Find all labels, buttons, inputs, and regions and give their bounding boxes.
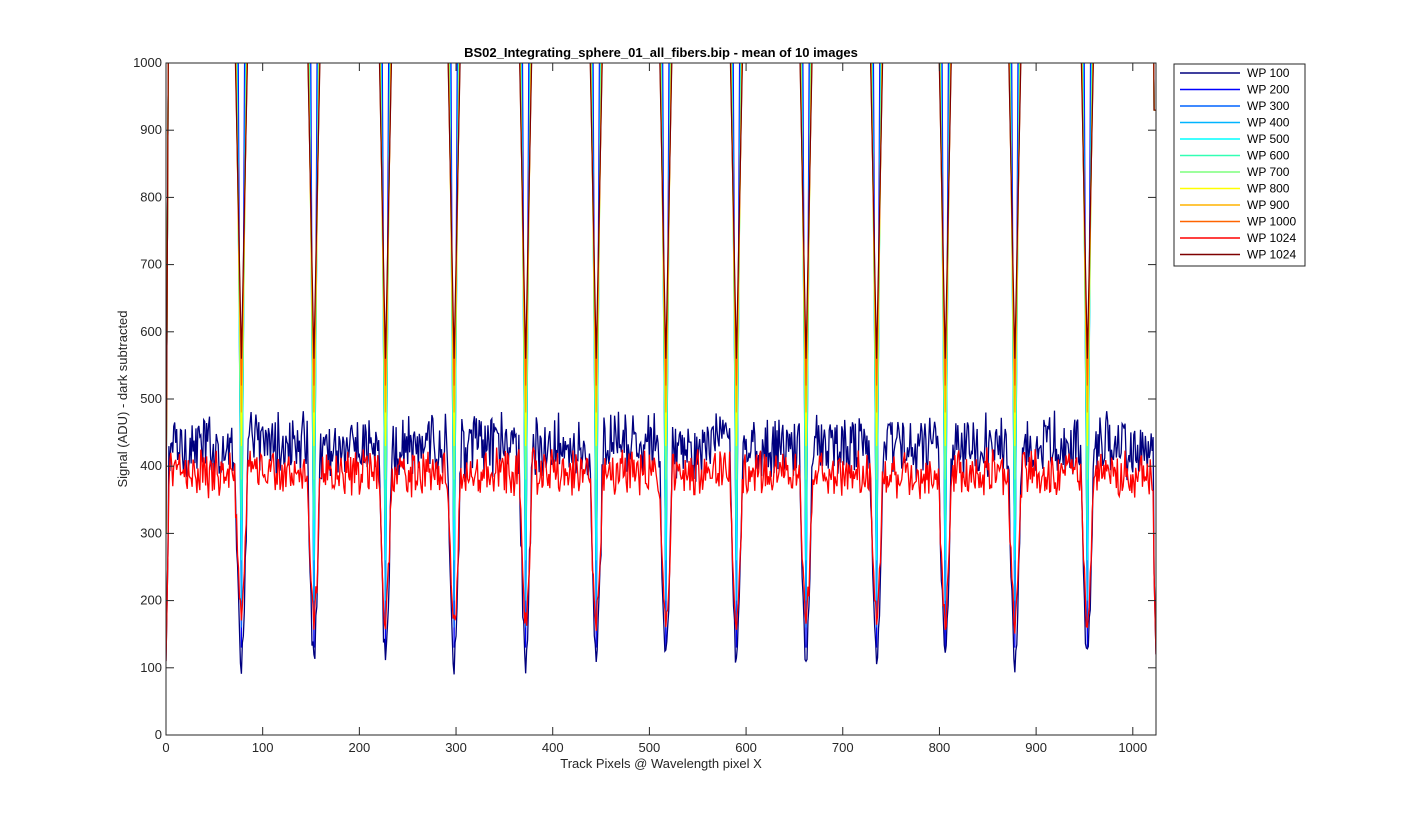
chart-title: BS02_Integrating_sphere_01_all_fibers.bi… xyxy=(464,45,858,60)
y-tick-label: 900 xyxy=(140,122,162,137)
x-tick-label: 900 xyxy=(1025,740,1047,755)
legend-label: WP 1024 xyxy=(1247,231,1296,245)
x-tick-label: 500 xyxy=(639,740,661,755)
legend-box xyxy=(1173,63,1306,267)
x-axis-title: Track Pixels @ Wavelength pixel X xyxy=(560,756,762,771)
y-tick-label: 200 xyxy=(140,593,162,608)
x-tick-label: 1000 xyxy=(1118,740,1147,755)
legend-label: WP 400 xyxy=(1247,116,1290,130)
series-layer xyxy=(166,63,1156,675)
x-tick-label: 200 xyxy=(349,740,371,755)
y-tick-label: 600 xyxy=(140,324,162,339)
x-tick-label: 800 xyxy=(929,740,951,755)
y-tick-label: 300 xyxy=(140,525,162,540)
legend-label: WP 700 xyxy=(1247,165,1290,179)
legend-label: WP 600 xyxy=(1247,149,1290,163)
y-axis: 0 100 200 300 400 500 600 700 800 900 1000 xyxy=(133,55,1156,742)
y-tick-label: 700 xyxy=(140,257,162,272)
series-line xyxy=(166,63,1156,534)
y-tick-label: 500 xyxy=(140,391,162,406)
series-line xyxy=(166,446,1156,662)
y-tick-label: 400 xyxy=(140,458,162,473)
plot-area xyxy=(166,63,1156,735)
legend-label: WP 500 xyxy=(1247,132,1290,146)
y-tick-label: 800 xyxy=(140,189,162,204)
y-tick-label: 0 xyxy=(155,727,162,742)
x-tick-label: 700 xyxy=(832,740,854,755)
x-tick-label: 300 xyxy=(445,740,467,755)
x-tick-label: 0 xyxy=(162,740,169,755)
legend-label: WP 1000 xyxy=(1247,215,1296,229)
legend: WP 100 WP 200 WP 300 WP 400 WP 500 WP 600 WP 7… xyxy=(1173,63,1306,267)
legend-label: WP 800 xyxy=(1247,182,1290,196)
x-tick-label: 400 xyxy=(542,740,564,755)
legend-label: WP 1024 xyxy=(1247,248,1296,262)
y-tick-label: 100 xyxy=(140,660,162,675)
x-tick-label: 600 xyxy=(735,740,757,755)
legend-label: WP 900 xyxy=(1247,198,1290,212)
x-axis: 0 100 200 300 400 500 600 700 800 900 1000 xyxy=(162,63,1147,755)
y-axis-title: Signal (ADU) - dark subtracted xyxy=(115,310,130,487)
legend-label: WP 300 xyxy=(1247,99,1290,113)
y-tick-label: 1000 xyxy=(133,55,162,70)
legend-label: WP 200 xyxy=(1247,83,1290,97)
x-tick-label: 100 xyxy=(252,740,274,755)
legend-label: WP 100 xyxy=(1247,66,1290,80)
